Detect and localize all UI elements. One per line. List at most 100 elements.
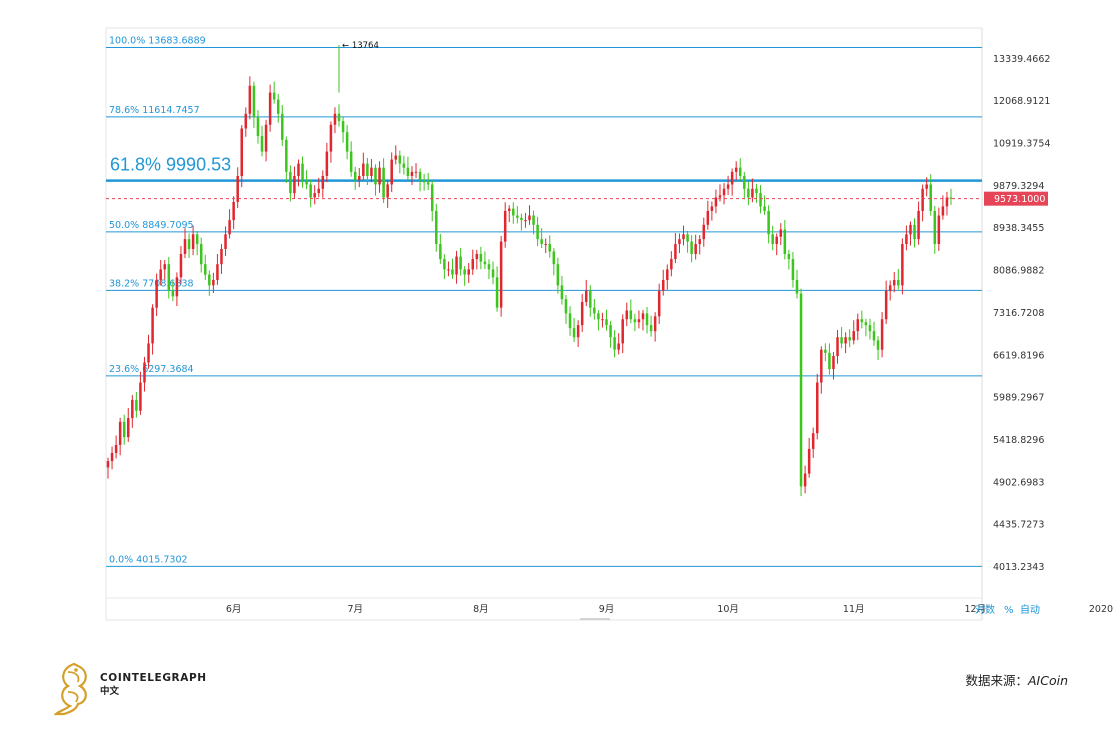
- candle-body: [807, 448, 811, 474]
- candle-body: [710, 206, 714, 211]
- candle-body: [811, 433, 815, 449]
- candle-body: [633, 319, 637, 323]
- candle-body: [698, 239, 701, 245]
- candle-body: [313, 193, 316, 198]
- candle-body: [418, 171, 422, 181]
- price-tick-label: 4435.7273: [993, 520, 1044, 531]
- price-tick-label: 6619.8196: [993, 350, 1044, 361]
- candle-body: [390, 159, 393, 185]
- candle-body: [293, 175, 296, 194]
- candle-body: [382, 167, 385, 198]
- candle-body: [552, 251, 556, 265]
- candle-body: [260, 136, 264, 152]
- candle-body: [147, 343, 150, 363]
- candle-body: [933, 210, 937, 245]
- candle-body: [228, 220, 231, 235]
- cointelegraph-logo-icon: [54, 662, 87, 716]
- candle-body: [593, 307, 596, 314]
- candle-body: [483, 261, 487, 265]
- candle-body: [516, 215, 519, 218]
- candle-body: [236, 175, 239, 202]
- candle-body: [589, 290, 592, 308]
- candle-body: [637, 319, 641, 323]
- candle-body: [106, 461, 110, 468]
- candle-body: [714, 197, 718, 207]
- candle-body: [763, 206, 766, 211]
- candle-body: [455, 256, 458, 275]
- candle-body: [447, 269, 450, 271]
- candle-body: [358, 175, 361, 181]
- candle-body: [272, 92, 276, 100]
- high-annotation: ← 13764: [342, 41, 379, 51]
- candle-body: [820, 349, 823, 383]
- candle-body: [353, 171, 357, 181]
- price-tick-label: 5418.8296: [993, 435, 1044, 446]
- candle-body: [949, 197, 953, 199]
- brand-name: COINTELEGRAPH 中文: [100, 672, 207, 698]
- price-tick-label: 7316.7208: [993, 308, 1044, 319]
- candle-body: [941, 206, 945, 216]
- candle-body: [479, 253, 483, 262]
- candle-body: [597, 313, 600, 320]
- candle-body: [572, 328, 576, 338]
- candle-body: [613, 337, 616, 350]
- candle-body: [131, 399, 134, 419]
- candle-body: [422, 180, 426, 183]
- candle-body: [524, 220, 527, 222]
- candle-body: [791, 259, 795, 280]
- candle-body: [605, 319, 608, 326]
- candle-body: [743, 175, 746, 189]
- candle-body: [706, 210, 710, 225]
- candle-body: [864, 322, 868, 326]
- data-source: 数据来源：AICoin: [965, 670, 1068, 689]
- candle-body: [175, 277, 179, 297]
- candle-body: [187, 239, 191, 249]
- candle-body: [191, 234, 195, 249]
- candle-body: [443, 259, 446, 270]
- candle-body: [828, 352, 831, 370]
- candle-body: [617, 343, 620, 350]
- candle-body: [601, 319, 604, 321]
- candle-body: [204, 264, 207, 275]
- candle-body: [905, 234, 908, 245]
- candle-body: [240, 128, 244, 176]
- time-tick-label: 10月: [717, 604, 739, 615]
- log-scale-toggle[interactable]: 对数: [975, 603, 995, 616]
- candle-body: [167, 264, 171, 291]
- candle-body: [799, 293, 803, 487]
- candle-body: [285, 139, 288, 172]
- price-tick-label: 4902.6983: [993, 477, 1044, 488]
- candle-body: [625, 310, 629, 320]
- candle-body: [398, 155, 402, 164]
- candle-body: [439, 244, 442, 260]
- candle-body: [406, 167, 410, 176]
- candle-body: [337, 113, 341, 122]
- candle-body: [127, 418, 130, 438]
- candle-body: [702, 224, 706, 240]
- candle-body: [783, 229, 787, 254]
- brand-title: COINTELEGRAPH: [100, 672, 207, 684]
- candle-body: [694, 244, 697, 254]
- candle-body: [649, 325, 653, 332]
- candle-body: [345, 132, 349, 152]
- candle-body: [199, 244, 203, 265]
- candle-body: [872, 331, 876, 341]
- candle-body: [876, 340, 880, 350]
- candle-body: [678, 239, 681, 245]
- candle-body: [840, 337, 843, 344]
- candle-body: [341, 121, 345, 133]
- candle-body: [576, 325, 580, 338]
- auto-scale-toggle[interactable]: 自动: [1020, 603, 1040, 616]
- candle-body: [897, 279, 900, 286]
- time-tick-label: 7月: [347, 604, 363, 615]
- candle-body: [459, 256, 462, 270]
- current-price-value: 9573.1000: [994, 194, 1045, 205]
- price-tick-label: 8938.3455: [993, 223, 1044, 234]
- candle-body: [264, 124, 268, 152]
- candle-body: [767, 210, 770, 235]
- candle-body: [925, 184, 928, 189]
- percent-scale-toggle[interactable]: %: [1004, 605, 1014, 616]
- candle-body: [674, 244, 677, 260]
- candle-body: [366, 163, 369, 176]
